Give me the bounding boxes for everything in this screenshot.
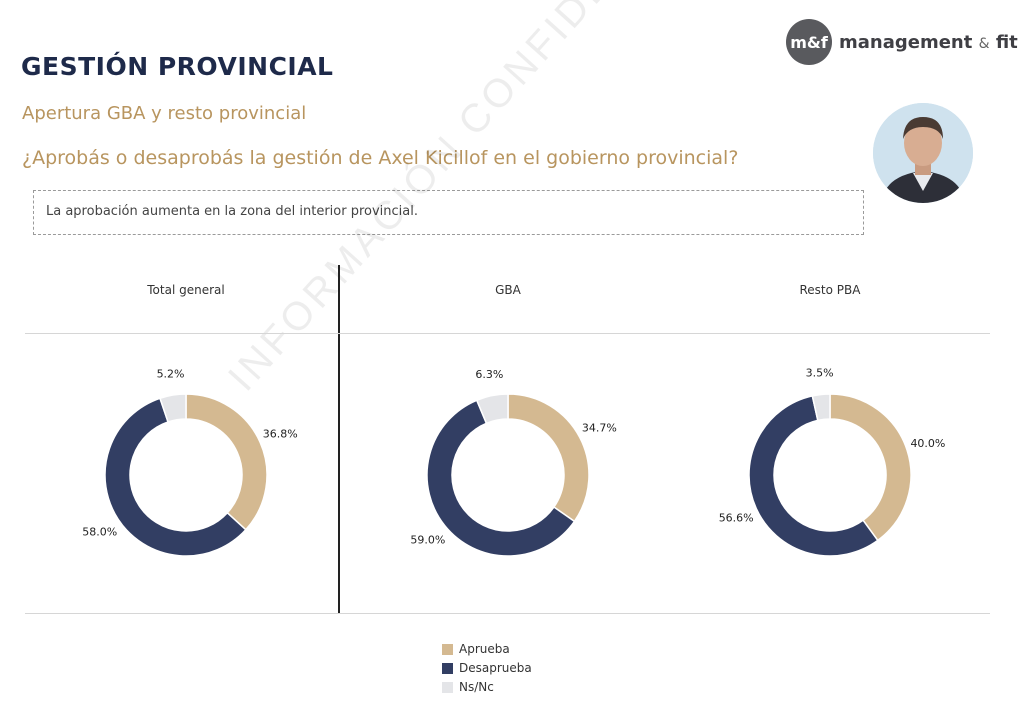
slice-nsnc — [159, 393, 187, 423]
data-label-aprueba: 40.0% — [910, 437, 945, 450]
data-label-aprueba: 36.8% — [263, 428, 298, 441]
logo-wordmark: management & fit — [839, 32, 1018, 53]
donut-resto-pba: 40.0% 56.6% 3.5% — [719, 367, 945, 557]
legend-label-desaprueba: Desaprueba — [459, 661, 532, 675]
donut-gba: 34.7% 59.0% 6.3% — [410, 368, 617, 557]
donut-total-general: 36.8% 58.0% 5.2% — [82, 367, 298, 557]
legend-swatch-nsnc — [442, 681, 453, 693]
brand-logo: m&f management & fit — [786, 19, 1018, 65]
data-label-nsnc: 3.5% — [806, 367, 834, 380]
legend-item-aprueba: Aprueba — [442, 640, 532, 658]
logo-amp: & — [978, 35, 990, 52]
footer-rule — [25, 613, 990, 614]
column-divider — [338, 265, 340, 613]
slice-aprueba — [185, 393, 268, 531]
logo-mark: m&f — [786, 19, 832, 65]
logo-suffix: fit — [995, 31, 1018, 53]
data-label-aprueba: 34.7% — [582, 421, 617, 434]
page-subtitle: Apertura GBA y resto provincial — [22, 103, 307, 124]
chart-legend: Aprueba Desaprueba Ns/Nc — [442, 640, 532, 697]
data-label-desaprueba: 59.0% — [410, 534, 445, 547]
page-title: GESTIÓN PROVINCIAL — [21, 52, 334, 81]
slice-aprueba — [507, 393, 590, 523]
legend-label-nsnc: Ns/Nc — [459, 680, 494, 694]
slice-nsnc — [475, 393, 509, 425]
chart-title-total: Total general — [147, 283, 225, 297]
legend-swatch-desaprueba — [442, 662, 453, 674]
legend-item-nsnc: Ns/Nc — [442, 678, 532, 696]
slice-aprueba — [829, 393, 912, 542]
survey-question: ¿Aprobás o desaprobás la gestión de Axel… — [22, 147, 739, 169]
politician-photo — [873, 103, 973, 203]
chart-title-gba: GBA — [495, 283, 521, 297]
data-label-nsnc: 5.2% — [157, 367, 185, 380]
slice-desaprueba — [748, 395, 879, 557]
data-label-desaprueba: 58.0% — [82, 525, 117, 538]
legend-swatch-aprueba — [442, 643, 453, 655]
insight-note: La aprobación aumenta en la zona del int… — [33, 190, 864, 235]
slice-desaprueba — [104, 397, 247, 557]
slice-nsnc — [811, 393, 831, 422]
data-label-desaprueba: 56.6% — [719, 511, 754, 524]
data-label-nsnc: 6.3% — [475, 368, 503, 381]
portrait-illustration — [873, 103, 973, 203]
chart-title-resto: Resto PBA — [799, 283, 861, 297]
logo-name: management — [839, 31, 973, 53]
legend-label-aprueba: Aprueba — [459, 642, 510, 656]
legend-item-desaprueba: Desaprueba — [442, 659, 532, 677]
slice-desaprueba — [426, 399, 576, 557]
header-rule — [25, 333, 990, 334]
